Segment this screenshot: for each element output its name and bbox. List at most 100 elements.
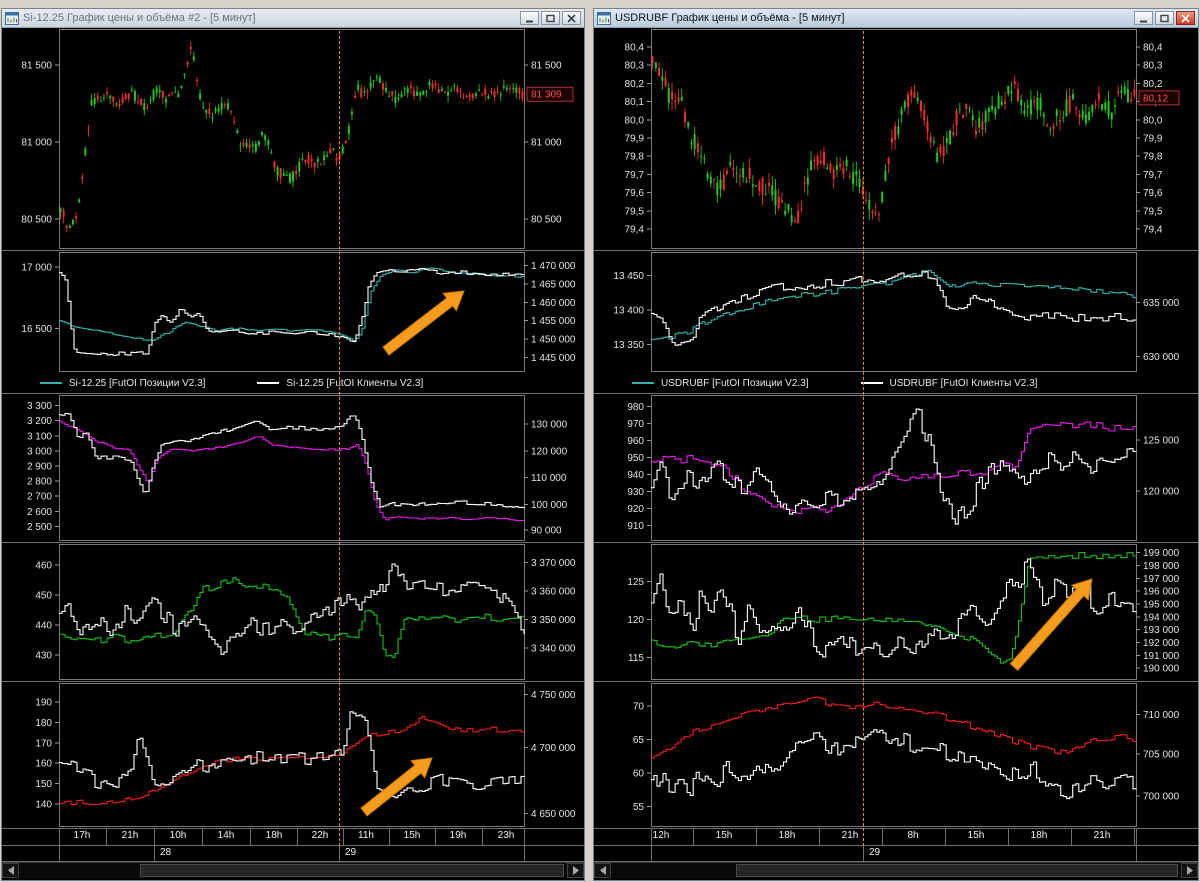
scroll-left-button[interactable] — [2, 863, 19, 878]
y-axis-label: 3 300 — [27, 401, 52, 412]
usdrubf-white-series-5-line — [651, 729, 1137, 800]
date-axis-tick — [524, 846, 525, 861]
titlebar[interactable]: Si-12.25 График цены и объёма #2 - [5 ми… — [2, 9, 584, 28]
time-label: 15h — [715, 830, 733, 841]
titlebar[interactable]: USDRUBF График цены и объёма - [5 минут] — [594, 9, 1198, 28]
time-label: 21h — [121, 830, 139, 841]
y-axis-label: 16 500 — [21, 324, 52, 335]
y-axis-label: 4 750 000 — [531, 690, 576, 701]
scrollbar-thumb[interactable] — [736, 864, 1178, 877]
y-axis-label: 192 000 — [1143, 638, 1180, 649]
time-axis-hours[interactable]: 12h 15h 18h 21h 8h 15h 18h 21h — [594, 828, 1198, 845]
time-axis-tick — [154, 829, 155, 845]
si-price-candles-panel[interactable]: 81 500 81 000 80 500 81 500 81 000 80 500 81 3… — [2, 28, 584, 250]
time-label: 11h — [358, 830, 374, 841]
time-axis-tick — [482, 829, 483, 845]
y-axis-label: 2 700 — [27, 492, 52, 503]
horizontal-scrollbar[interactable] — [594, 862, 1198, 878]
usdrubf-shorts-panel[interactable]: 70 65 60 55 710 000 705 000 700 000 — [594, 682, 1198, 828]
time-axis-tick — [692, 829, 694, 845]
date-axis-tick — [154, 846, 155, 861]
close-button[interactable] — [1176, 11, 1195, 25]
scroll-left-button[interactable] — [594, 863, 611, 878]
usdrubf-clients-net-panel[interactable]: 980 970 960 950 940 930 920 910 125 000 120 000 — [594, 394, 1198, 542]
annotation-arrow — [382, 290, 465, 356]
y-axis-label: 110 000 — [531, 473, 567, 484]
si-open-interest-panel[interactable]: 17 000 16 500 1 470 000 1 465 000 1 460 000 1… — [2, 251, 584, 373]
chart-stack: 81 500 81 000 80 500 81 500 81 000 80 500 81 3… — [2, 28, 584, 878]
si-longs-panel[interactable]: 460 450 440 430 3 370 000 3 360 000 3 350 000 3… — [2, 543, 584, 681]
y-axis-label: 4 700 000 — [531, 743, 576, 754]
y-axis-label: 930 — [627, 487, 644, 498]
window-usdrubf: USDRUBF График цены и объёма - [5 минут]… — [593, 8, 1199, 881]
usdrubf-price-candles-panel[interactable]: 80,4 80,3 80,2 80,1 80,0 79,9 79,8 79,7 79,6 79,5… — [594, 28, 1198, 250]
time-axis-dates[interactable]: 28 29 — [2, 845, 584, 862]
si-clients-net-panel[interactable]: 3 300 3 200 3 100 3 000 2 900 2 800 2 700 2 600… — [2, 394, 584, 542]
time-axis-tick — [651, 829, 652, 845]
time-label: 17h — [73, 830, 91, 841]
usdrubf-futoi-positions-line — [651, 269, 1137, 341]
y-axis-label: 80,4 — [1143, 42, 1163, 53]
si-clients-net-panel-wrap: 3 300 3 200 3 100 3 000 2 900 2 800 2 700 2 600… — [2, 393, 584, 542]
y-axis-label: 13 400 — [613, 306, 644, 317]
scroll-right-button[interactable] — [1181, 863, 1198, 878]
scrollbar-thumb[interactable] — [139, 864, 564, 877]
scrollbar-track[interactable] — [19, 863, 567, 878]
time-label: 12h — [652, 830, 670, 841]
minimize-button[interactable] — [520, 11, 539, 25]
y-axis-label: 81 000 — [531, 137, 562, 148]
y-axis-label: 79,7 — [625, 170, 645, 181]
minimize-button[interactable] — [1134, 11, 1153, 25]
y-axis-label: 160 — [35, 759, 52, 770]
y-axis-label: 80,3 — [625, 61, 645, 72]
date-label: 28 — [160, 847, 172, 858]
time-label: 23h — [497, 830, 515, 841]
time-label: 15h — [403, 830, 421, 841]
legend-item: USDRUBF [FutOI Позиции V2.3] — [632, 378, 809, 389]
y-axis-label: 3 000 — [27, 446, 52, 457]
y-axis-label: 80,0 — [1143, 115, 1163, 126]
y-axis-label: 80,1 — [625, 97, 645, 108]
indicator-legend: USDRUBF [FutOI Позиции V2.3] USDRUBF [Fut… — [594, 373, 1198, 393]
indicator-legend: Si-12.25 [FutOI Позиции V2.3] Si-12.25 [F… — [2, 373, 584, 393]
maximize-button[interactable] — [541, 11, 560, 25]
date-axis-tick — [863, 846, 864, 861]
time-label: 10h — [169, 830, 187, 841]
time-axis-hours[interactable]: 17h 21h 10h 14h 18h 22h 11h 15h 19h 23h — [2, 828, 584, 845]
legend-label: USDRUBF [FutOI Клиенты V2.3] — [889, 377, 1038, 389]
si-shorts-panel[interactable]: 190 180 170 160 150 140 4 750 000 4 700 000 4 65… — [2, 682, 584, 828]
horizontal-scrollbar[interactable] — [2, 862, 584, 878]
time-axis-tick — [250, 829, 251, 845]
si-price-candles-panel-wrap: 81 500 81 000 80 500 81 500 81 000 80 500 81 3… — [2, 28, 584, 250]
y-axis-label: 80,3 — [1143, 61, 1163, 72]
y-axis-label: 705 000 — [1143, 750, 1180, 761]
y-axis-label: 430 — [35, 651, 52, 662]
legend-label: USDRUBF [FutOI Позиции V2.3] — [661, 377, 809, 389]
legend-item: USDRUBF [FutOI Клиенты V2.3] — [860, 377, 1038, 389]
chart-client-usdrubf: 80,4 80,3 80,2 80,1 80,0 79,9 79,8 79,7 79,6 79,5… — [594, 28, 1198, 880]
usdrubf-white-series-3-line — [651, 408, 1137, 525]
y-axis-label: 940 — [627, 470, 644, 481]
y-axis-label: 191 000 — [1143, 651, 1180, 662]
usdrubf-clients-net-panel-wrap: 980 970 960 950 940 930 920 910 125 000 120 000 — [594, 393, 1198, 542]
usdrubf-longs-panel[interactable]: 125 120 115 199 000 198 000 197 000 196 000195… — [594, 543, 1198, 681]
y-axis-label: 196 000 — [1143, 587, 1180, 598]
scrollbar-track[interactable] — [611, 863, 1181, 878]
y-axis-label: 4 650 000 — [531, 809, 576, 820]
time-label: 21h — [841, 830, 859, 841]
time-axis-dates[interactable]: 29 — [594, 845, 1198, 862]
time-axis-tick — [755, 829, 757, 845]
date-axis-tick — [339, 846, 340, 861]
close-button[interactable] — [562, 11, 581, 25]
time-axis-tick — [1007, 829, 1009, 845]
si-futoi-positions-line — [59, 267, 525, 342]
maximize-button[interactable] — [1155, 11, 1174, 25]
y-axis-label: 950 — [627, 453, 644, 464]
scroll-right-button[interactable] — [567, 863, 584, 878]
si-longs-panel-wrap: 460 450 440 430 3 370 000 3 360 000 3 350 000 3… — [2, 542, 584, 681]
usdrubf-price-candles-panel-wrap: 80,4 80,3 80,2 80,1 80,0 79,9 79,8 79,7 79,6 79,5… — [594, 28, 1198, 250]
y-axis-label: 120 — [627, 615, 644, 626]
usdrubf-futoi-clients-line — [651, 270, 1137, 346]
time-axis-tick — [59, 829, 60, 845]
usdrubf-open-interest-panel[interactable]: 13 450 13 400 13 350 635 000 630 000 — [594, 251, 1198, 373]
